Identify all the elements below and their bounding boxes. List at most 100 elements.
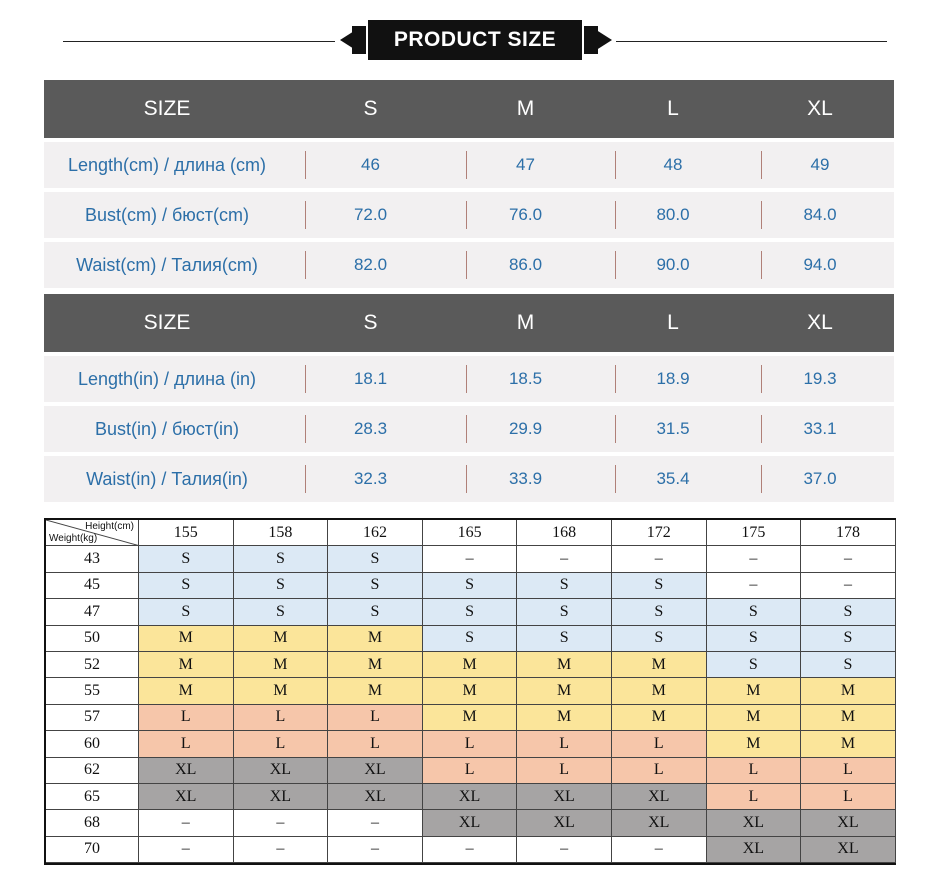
weight-label-cell: 65 xyxy=(46,783,139,811)
row-label: Waist(cm) / Талия(cm) xyxy=(76,254,258,275)
size-grid-cell: XL xyxy=(233,757,329,784)
header-size-m: M xyxy=(516,97,535,120)
product-size-banner: PRODUCT SIZE xyxy=(0,0,950,72)
row-label: Length(in) / длина (in) xyxy=(77,368,257,389)
size-grid-cell: S xyxy=(706,625,802,652)
height-header-cell: 155 xyxy=(139,520,234,547)
banner-rule-left xyxy=(63,41,335,42)
size-grid-cell: S xyxy=(611,625,707,652)
value-m: 18.5 xyxy=(451,356,600,402)
size-grid-cell: M xyxy=(139,678,234,705)
size-grid-cell: S xyxy=(706,651,802,679)
size-grid-cell: L xyxy=(328,731,423,758)
value-xl: 19.3 xyxy=(746,356,894,402)
value-xl: 49 xyxy=(746,142,894,188)
weight-label-cell: 57 xyxy=(46,704,139,732)
size-grid-cell: L xyxy=(422,731,518,758)
value-l: 48 xyxy=(600,142,746,188)
table-row-length: Length(in) / длина (in) 18.1 18.5 18.9 1… xyxy=(44,356,894,402)
size-grid-cell: S xyxy=(611,599,707,626)
size-grid-cell: S xyxy=(801,625,896,652)
size-grid-cell: M xyxy=(233,678,329,705)
size-grid-cell: L xyxy=(139,731,234,758)
size-grid-cell: M xyxy=(328,625,423,652)
table-row-waist: Waist(in) / Талия(in) 32.3 33.9 35.4 37.… xyxy=(44,456,894,502)
size-grid-cell: XL xyxy=(139,783,234,811)
size-grid-cell: S xyxy=(801,599,896,626)
size-table-cm: SIZE S M L XL Length(cm) / длина (cm) 46… xyxy=(44,80,894,288)
header-size-l: L xyxy=(667,97,679,120)
height-header-cell: 172 xyxy=(611,520,707,547)
size-grid-cell: S xyxy=(328,599,423,626)
header-size-m: M xyxy=(516,311,535,334)
corner-weight-label: Weight(kg) xyxy=(49,533,98,545)
size-grid-cell: M xyxy=(328,678,423,705)
value-l: 80.0 xyxy=(600,192,746,238)
size-grid-cell: M xyxy=(611,678,707,705)
size-grid-cell: M xyxy=(517,704,612,732)
size-grid-cell: M xyxy=(706,704,802,732)
row-label: Bust(cm) / бюст(cm) xyxy=(84,204,250,225)
size-grid-cell: S xyxy=(328,546,423,573)
height-header-cell: 158 xyxy=(233,520,329,547)
size-grid-cell: M xyxy=(422,678,518,705)
size-grid-cell: S xyxy=(517,599,612,626)
header-size-s: S xyxy=(363,311,378,334)
size-grid-cell: M xyxy=(801,731,896,758)
value-s: 18.1 xyxy=(290,356,451,402)
header-size-xl: XL xyxy=(807,97,833,120)
size-table-in: SIZE S M L XL Length(in) / длина (in) 18… xyxy=(44,294,894,502)
size-grid-cell: XL xyxy=(517,810,612,837)
weight-label-cell: 60 xyxy=(46,731,139,758)
banner-ribbon-body-left xyxy=(352,26,366,54)
size-grid-cell: M xyxy=(611,651,707,679)
size-grid-cell: XL xyxy=(517,783,612,811)
size-grid-cell: – xyxy=(139,810,234,837)
size-grid-cell: XL xyxy=(611,810,707,837)
value-m: 33.9 xyxy=(451,456,600,502)
size-grid-cell: S xyxy=(422,625,518,652)
banner-ribbon-tail-right xyxy=(590,26,612,54)
size-grid-cell: S xyxy=(801,651,896,679)
height-header-cell: 178 xyxy=(801,520,896,547)
size-table-header: SIZE S M L XL xyxy=(44,294,894,352)
size-grid-cell: M xyxy=(706,678,802,705)
banner-rule-right xyxy=(616,41,887,42)
table-row-waist: Waist(cm) / Талия(cm) 82.0 86.0 90.0 94.… xyxy=(44,242,894,288)
header-size-xl: XL xyxy=(807,311,833,334)
value-s: 46 xyxy=(290,142,451,188)
size-grid-cell: – xyxy=(611,836,707,864)
banner-title: PRODUCT SIZE xyxy=(368,20,582,60)
size-grid-cell: L xyxy=(517,757,612,784)
size-grid-cell: S xyxy=(139,546,234,573)
weight-label-cell: 43 xyxy=(46,546,139,573)
size-grid-cell: M xyxy=(801,704,896,732)
size-grid-cell: S xyxy=(139,599,234,626)
value-xl: 94.0 xyxy=(746,242,894,288)
size-grid-cell: M xyxy=(233,625,329,652)
size-grid-cell: – xyxy=(706,572,802,600)
height-weight-size-grid: Height(cm) Weight(kg) 155 158 162 165 168 172… xyxy=(44,518,896,865)
row-label: Waist(in) / Талия(in) xyxy=(86,468,248,489)
header-size-l: L xyxy=(667,311,679,334)
value-s: 72.0 xyxy=(290,192,451,238)
size-grid-cell: XL xyxy=(422,810,518,837)
size-grid-cell: M xyxy=(139,625,234,652)
size-grid-cell: S xyxy=(233,546,329,573)
size-grid-cell: M xyxy=(706,731,802,758)
size-grid-cell: S xyxy=(422,599,518,626)
size-grid-cell: – xyxy=(422,836,518,864)
size-grid-cell: XL xyxy=(422,783,518,811)
size-grid-cell: – xyxy=(517,836,612,864)
value-xl: 84.0 xyxy=(746,192,894,238)
size-grid-cell: M xyxy=(517,651,612,679)
corner-height-label: Height(cm) xyxy=(85,521,134,532)
row-label: Bust(in) / бюст(in) xyxy=(94,418,240,439)
size-grid-cell: – xyxy=(706,546,802,573)
size-grid-cell: S xyxy=(517,625,612,652)
size-grid-cell: L xyxy=(328,704,423,732)
size-grid-cell: XL xyxy=(233,783,329,811)
size-grid-cell: L xyxy=(517,731,612,758)
value-m: 29.9 xyxy=(451,406,600,452)
size-grid-cell: L xyxy=(611,757,707,784)
